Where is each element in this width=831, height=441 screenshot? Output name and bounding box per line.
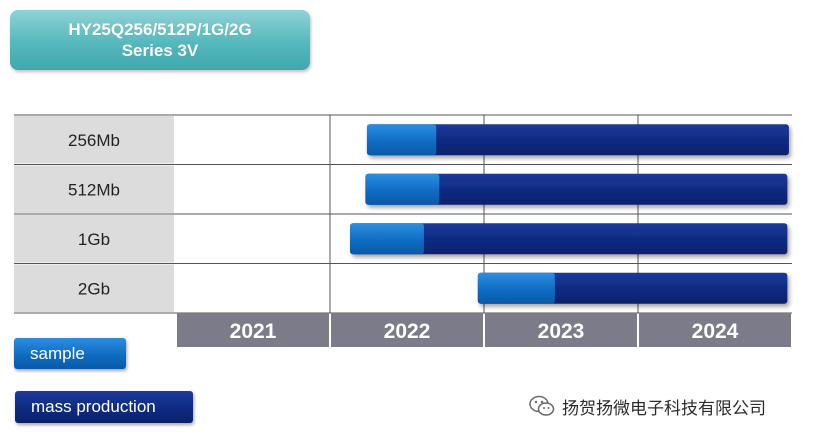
legend-sample: sample (14, 338, 126, 369)
category-cell (14, 264, 174, 312)
category-cell (14, 215, 174, 263)
chart-title-box: HY25Q256/512P/1G/2G Series 3V (10, 10, 310, 70)
category-label: 512Mb (68, 180, 120, 199)
year-tick-label: 2022 (384, 320, 431, 343)
wechat-icon (529, 395, 555, 416)
year-tick-label: 2024 (692, 320, 739, 343)
bar-sample (366, 124, 437, 156)
year-cell (639, 313, 791, 347)
category-label: 1Gb (78, 230, 110, 249)
watermark-text: 扬贺扬微电子科技有限公司 (562, 398, 766, 419)
bar-mass-production (365, 173, 788, 205)
watermark: 扬贺扬微电子科技有限公司 (528, 394, 766, 419)
bar-sample (477, 272, 555, 304)
category-label: 256Mb (68, 131, 120, 150)
chart-subtitle: Series 3V (121, 41, 199, 60)
category-cell (14, 165, 174, 213)
legend-mass-label: mass production (31, 397, 156, 416)
legend-mass-production: mass production (15, 391, 193, 423)
bar-sample (350, 223, 424, 255)
bar-mass-production (477, 272, 788, 304)
bar-mass-production (350, 223, 788, 255)
legend-sample-label: sample (30, 343, 85, 363)
year-cell (177, 313, 329, 347)
year-cell (485, 313, 637, 347)
chart-title: HY25Q256/512P/1G/2G (68, 20, 252, 39)
bar-mass-production (366, 124, 789, 156)
bar-sample (365, 173, 440, 205)
year-tick-label: 2023 (538, 320, 585, 343)
category-label: 2Gb (78, 279, 110, 298)
category-cell (14, 116, 174, 164)
year-cell (331, 313, 483, 347)
year-tick-label: 2021 (230, 320, 277, 343)
